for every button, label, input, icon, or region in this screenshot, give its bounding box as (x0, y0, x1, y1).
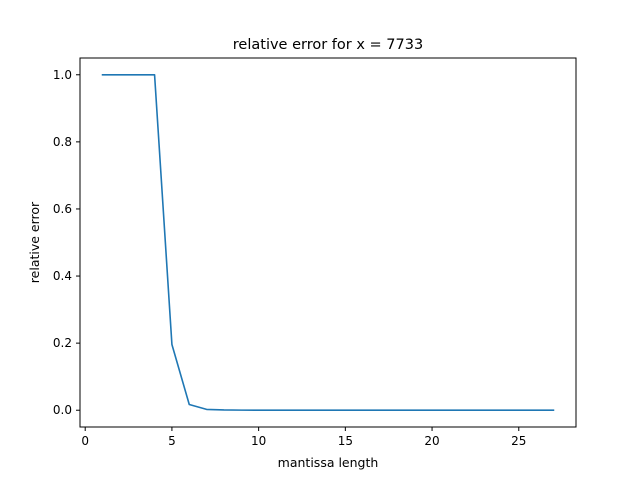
x-tick-label: 10 (251, 434, 266, 448)
x-tick-label: 25 (511, 434, 526, 448)
y-tick-label: 0.4 (53, 269, 72, 283)
plot-frame (79, 57, 577, 428)
y-tick-label: 0.2 (53, 336, 72, 350)
plot-area (80, 58, 576, 427)
y-tick-label: 0.0 (53, 403, 72, 417)
y-tick-label: 1.0 (53, 68, 72, 82)
x-tick-label: 5 (168, 434, 176, 448)
chart-title: relative error for x = 7733 (233, 37, 423, 53)
x-tick-label: 20 (424, 434, 439, 448)
y-tick-label: 0.6 (53, 202, 72, 216)
x-tick-label: 15 (338, 434, 353, 448)
y-axis-label: relative error (27, 201, 42, 283)
series-line (101, 73, 555, 412)
x-tick-label: 0 (81, 434, 89, 448)
series-layer (101, 73, 555, 412)
y-tick-label: 0.8 (53, 135, 72, 149)
x-axis-label: mantissa length (278, 455, 379, 470)
axis-ticks: 0 5 10 15 20 25 0.0 0.2 0.4 0.6 0.8 1.0 (53, 68, 527, 448)
